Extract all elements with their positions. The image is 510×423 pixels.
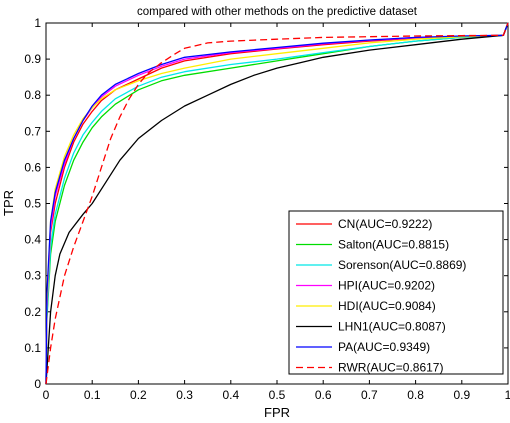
legend-entry: Salton(AUC=0.8815) xyxy=(338,238,449,252)
y-tick-label: 0.2 xyxy=(24,305,41,319)
series-line xyxy=(45,22,509,385)
legend-entry: CN(AUC=0.9222) xyxy=(338,217,432,231)
legend-entry: RWR(AUC=0.8617) xyxy=(338,361,443,375)
y-axis-label: TPR xyxy=(1,190,16,216)
y-tick-label: 0 xyxy=(34,377,41,391)
legend-entry: HPI(AUC=0.9202) xyxy=(338,279,435,293)
x-tick-label: 0.6 xyxy=(315,388,332,402)
y-tick-label: 0.3 xyxy=(24,269,41,283)
x-tick-label: 0.4 xyxy=(222,388,239,402)
x-tick-label: 0.2 xyxy=(130,388,147,402)
y-tick-label: 0.5 xyxy=(24,197,41,211)
y-tick-label: 0.1 xyxy=(24,341,41,355)
y-tick-label: 0.9 xyxy=(24,52,41,66)
y-tick-label: 0.8 xyxy=(24,88,41,102)
legend-entry: PA(AUC=0.9349) xyxy=(338,340,430,354)
y-tick-label: 0.7 xyxy=(24,124,41,138)
x-tick-label: 0 xyxy=(43,388,50,402)
series-line xyxy=(45,22,509,385)
x-tick-label: 0.5 xyxy=(269,388,286,402)
x-tick-label: 0.8 xyxy=(407,388,424,402)
series-lines xyxy=(45,22,509,385)
legend: CN(AUC=0.9222) Salton(AUC=0.8815) Sorenson… xyxy=(288,210,504,375)
x-tick-label: 0.9 xyxy=(453,388,470,402)
y-tick-label: 0.6 xyxy=(24,160,41,174)
chart-title: compared with other methods on the predi… xyxy=(137,6,418,18)
legend-entry: HDI(AUC=0.9084) xyxy=(338,299,436,313)
series-line xyxy=(45,22,509,385)
x-tick-label: 1 xyxy=(505,388,510,402)
axis-ticks: 0 0.1 0.2 0.3 0.4 0.5 0.6 0.7 0.8 0.9 1 0 0.1 0.2 0.3 0… xyxy=(24,16,510,402)
y-tick-label: 0.4 xyxy=(24,233,41,247)
x-tick-label: 0.3 xyxy=(176,388,193,402)
x-tick-label: 0.1 xyxy=(84,388,101,402)
legend-entry: LHN1(AUC=0.8087) xyxy=(338,320,446,334)
y-tick-label: 1 xyxy=(34,16,41,30)
x-tick-label: 0.7 xyxy=(361,388,378,402)
series-line xyxy=(45,22,509,385)
x-axis-label: FPR xyxy=(264,405,290,420)
legend-entry: Sorenson(AUC=0.8869) xyxy=(338,258,466,272)
